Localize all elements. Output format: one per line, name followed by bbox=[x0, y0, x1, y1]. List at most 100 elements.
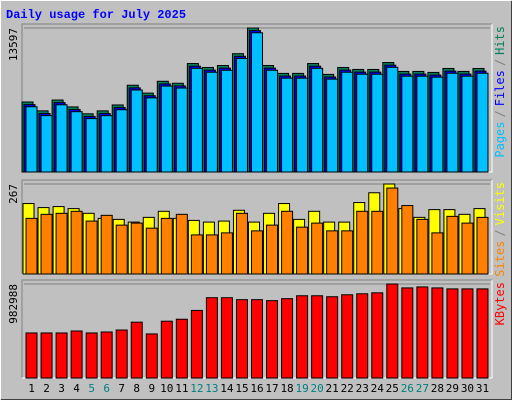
bar bbox=[401, 205, 414, 275]
bar bbox=[205, 234, 218, 275]
bar bbox=[281, 298, 294, 379]
bar bbox=[145, 97, 158, 173]
bar bbox=[326, 296, 339, 379]
bar bbox=[296, 226, 309, 275]
bar bbox=[220, 69, 233, 173]
bar bbox=[100, 115, 113, 173]
legend-entry: Pages bbox=[493, 122, 507, 158]
bar bbox=[311, 222, 324, 275]
bar bbox=[371, 292, 384, 379]
x-tick-label: 29 bbox=[446, 382, 459, 395]
bar bbox=[130, 321, 143, 379]
x-tick-label: 13 bbox=[205, 382, 218, 395]
legend: KBytes bbox=[493, 282, 507, 325]
bar bbox=[431, 76, 444, 173]
x-tick-label: 22 bbox=[341, 382, 354, 395]
bar bbox=[25, 217, 38, 275]
bar bbox=[446, 215, 459, 275]
bar bbox=[40, 213, 53, 275]
legend-separator: / bbox=[493, 59, 507, 66]
bar bbox=[220, 297, 233, 379]
bar bbox=[115, 224, 128, 275]
bar bbox=[356, 210, 369, 275]
x-tick-label: 24 bbox=[371, 382, 385, 395]
bar bbox=[100, 214, 113, 275]
x-tick-label: 21 bbox=[326, 382, 339, 395]
x-tick-label: 19 bbox=[295, 382, 308, 395]
bar bbox=[461, 288, 474, 379]
x-tick-label: 2 bbox=[43, 382, 50, 395]
bar bbox=[386, 187, 399, 275]
bar bbox=[356, 293, 369, 379]
x-tick-label: 16 bbox=[250, 382, 263, 395]
bar bbox=[220, 232, 233, 275]
bar bbox=[190, 309, 203, 379]
x-tick-label: 9 bbox=[148, 382, 155, 395]
bar bbox=[371, 73, 384, 173]
legend-entry: Sites bbox=[493, 241, 507, 277]
bar bbox=[461, 75, 474, 173]
bar bbox=[251, 299, 263, 379]
bar bbox=[266, 300, 279, 379]
bar bbox=[145, 333, 158, 379]
bar bbox=[55, 332, 68, 379]
x-tick-label: 23 bbox=[356, 382, 369, 395]
bar bbox=[446, 288, 459, 379]
bar bbox=[251, 32, 263, 173]
bar bbox=[235, 299, 248, 379]
bar bbox=[416, 218, 429, 275]
x-tick-label: 26 bbox=[401, 382, 414, 395]
bar bbox=[235, 57, 248, 173]
chart-title: Daily usage for July 2025 bbox=[6, 8, 186, 22]
bar bbox=[326, 230, 339, 275]
bar bbox=[266, 224, 279, 275]
bar bbox=[55, 104, 68, 173]
bar bbox=[115, 109, 128, 173]
x-tick-label: 8 bbox=[133, 382, 140, 395]
plot-bevel-dark bbox=[21, 279, 492, 378]
bar bbox=[341, 71, 354, 173]
x-tick-label: 17 bbox=[265, 382, 278, 395]
x-tick-label: 10 bbox=[160, 382, 173, 395]
bar bbox=[281, 210, 294, 275]
x-tick-label: 11 bbox=[175, 382, 188, 395]
bar bbox=[235, 212, 248, 275]
bar bbox=[416, 75, 429, 173]
x-tick-label: 28 bbox=[431, 382, 444, 395]
x-tick-label: 27 bbox=[416, 382, 429, 395]
legend-entry: Hits bbox=[493, 26, 507, 55]
bar bbox=[55, 212, 68, 275]
bar bbox=[145, 227, 158, 275]
x-tick-label: 6 bbox=[103, 382, 110, 395]
bar bbox=[386, 283, 399, 379]
bar bbox=[175, 213, 188, 275]
legend-separator: / bbox=[493, 229, 507, 236]
bar bbox=[476, 216, 489, 275]
bar bbox=[190, 67, 203, 173]
bar bbox=[160, 320, 173, 379]
x-tick-label: 20 bbox=[311, 382, 324, 395]
y-tick-label: 982988 bbox=[7, 284, 20, 324]
y-tick-label: 267 bbox=[7, 184, 20, 204]
legend-entry: KBytes bbox=[493, 282, 507, 325]
x-tick-label: 18 bbox=[280, 382, 293, 395]
bar bbox=[401, 287, 414, 379]
x-tick-label: 5 bbox=[88, 382, 95, 395]
bar bbox=[175, 318, 188, 379]
legend: Pages / Files / Hits bbox=[493, 26, 507, 158]
bar bbox=[205, 71, 218, 173]
bar bbox=[100, 331, 113, 379]
bar bbox=[476, 288, 489, 379]
x-tick-label: 1 bbox=[28, 382, 35, 395]
bar bbox=[416, 286, 429, 379]
bar bbox=[296, 295, 309, 379]
legend-separator: / bbox=[493, 110, 507, 117]
y-tick-label: 13597 bbox=[7, 28, 20, 61]
bar bbox=[356, 73, 369, 173]
bar bbox=[461, 222, 474, 275]
bar bbox=[85, 220, 98, 275]
bar bbox=[25, 106, 38, 173]
bar bbox=[85, 118, 98, 173]
bar bbox=[401, 75, 414, 173]
